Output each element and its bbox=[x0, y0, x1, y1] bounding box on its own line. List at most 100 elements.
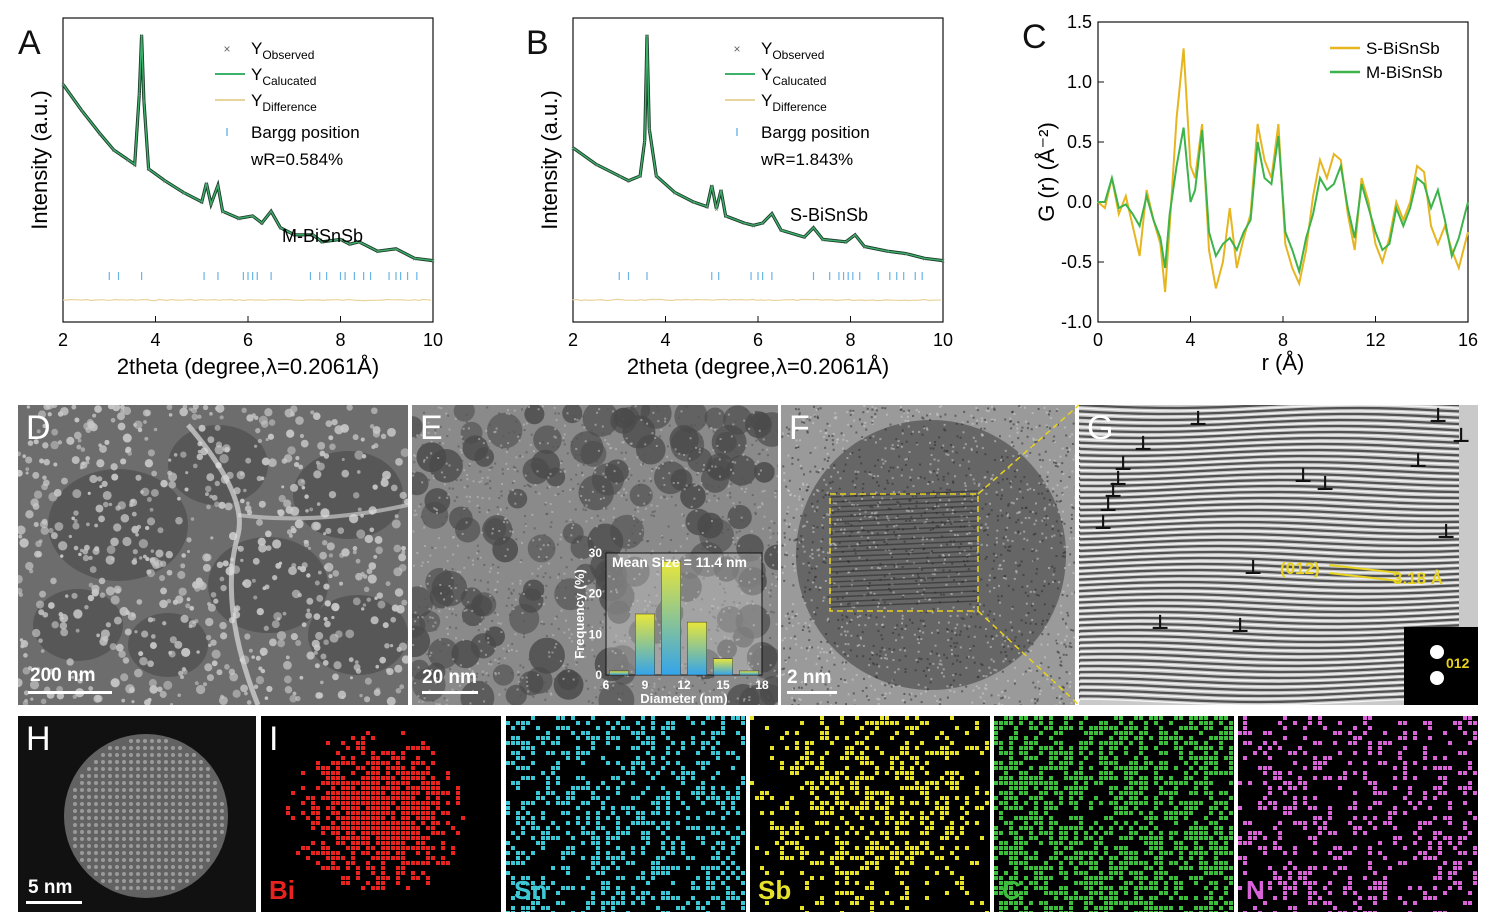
speckle bbox=[1038, 693, 1041, 696]
speckle bbox=[679, 545, 682, 548]
nanoparticle bbox=[486, 412, 523, 449]
lattice-fringe bbox=[830, 505, 979, 513]
lattice-fringe bbox=[830, 590, 979, 598]
nanoparticle bbox=[219, 576, 225, 582]
speckle bbox=[1026, 435, 1029, 438]
observed-marker: × bbox=[412, 256, 416, 263]
speckle bbox=[920, 579, 923, 582]
speckle bbox=[809, 555, 812, 558]
speckle bbox=[929, 681, 932, 684]
speckle bbox=[594, 686, 597, 689]
eds-pixel bbox=[316, 851, 320, 855]
speckle bbox=[636, 456, 639, 459]
nanoparticle bbox=[340, 423, 350, 433]
nanoparticle bbox=[42, 423, 47, 429]
speckle bbox=[574, 415, 577, 418]
atom-column bbox=[192, 788, 196, 792]
speckle bbox=[1071, 470, 1074, 473]
speckle bbox=[468, 500, 471, 503]
speckle bbox=[420, 515, 423, 518]
speckle bbox=[567, 670, 570, 673]
speckle bbox=[710, 638, 713, 641]
atom-column bbox=[199, 865, 203, 869]
atom-column bbox=[101, 753, 105, 757]
speckle bbox=[583, 655, 586, 658]
speckle bbox=[1072, 537, 1075, 540]
speckle bbox=[562, 436, 565, 439]
speckle bbox=[782, 647, 785, 650]
speckle bbox=[735, 451, 738, 454]
speckle bbox=[592, 595, 595, 598]
speckle bbox=[1000, 459, 1003, 462]
speckle bbox=[443, 476, 446, 479]
speckle bbox=[1008, 549, 1011, 552]
nanoparticle bbox=[92, 413, 97, 418]
speckle bbox=[570, 640, 573, 643]
speckle bbox=[854, 470, 857, 473]
speckle bbox=[906, 415, 909, 418]
atom-column bbox=[171, 879, 175, 883]
speckle bbox=[659, 631, 662, 634]
speckle bbox=[1035, 439, 1038, 442]
speckle bbox=[434, 621, 437, 624]
scale-bar-h bbox=[26, 901, 82, 904]
nanoparticle bbox=[196, 650, 200, 654]
speckle bbox=[897, 444, 900, 447]
speckle bbox=[911, 430, 914, 433]
speckle bbox=[632, 517, 635, 520]
speckle bbox=[710, 468, 713, 471]
speckle bbox=[523, 635, 526, 638]
speckle bbox=[623, 640, 626, 643]
speckle bbox=[979, 527, 982, 530]
eds-pixel bbox=[311, 821, 315, 825]
speckle bbox=[984, 523, 987, 526]
nanoparticle bbox=[332, 570, 340, 577]
speckle bbox=[615, 482, 618, 485]
speckle bbox=[671, 441, 674, 444]
speckle bbox=[712, 605, 715, 608]
nanoparticle bbox=[385, 475, 390, 480]
speckle bbox=[813, 405, 816, 408]
speckle bbox=[861, 437, 864, 440]
speckle bbox=[430, 452, 433, 455]
speckle bbox=[1037, 492, 1040, 495]
speckle bbox=[1026, 488, 1029, 491]
speckle bbox=[833, 642, 836, 645]
speckle bbox=[514, 492, 517, 495]
speckle bbox=[959, 673, 962, 676]
speckle bbox=[990, 658, 993, 661]
dislocation-icon: ⊥ bbox=[1189, 406, 1207, 430]
lattice-fringe bbox=[1079, 682, 1460, 692]
nanoparticle bbox=[401, 599, 408, 606]
atom-column bbox=[94, 872, 98, 876]
speckle bbox=[616, 661, 619, 664]
speckle bbox=[442, 643, 445, 646]
speckle bbox=[776, 475, 778, 478]
nanoparticle bbox=[305, 612, 313, 619]
speckle bbox=[508, 613, 511, 616]
speckle bbox=[829, 686, 832, 689]
speckle bbox=[622, 652, 625, 655]
atom-column bbox=[108, 823, 112, 827]
speckle bbox=[1012, 423, 1015, 426]
nanoparticle bbox=[304, 494, 309, 499]
speckle bbox=[920, 610, 923, 613]
speckle bbox=[845, 681, 848, 684]
nanoparticle bbox=[328, 490, 337, 499]
speckle bbox=[800, 681, 803, 684]
nanoparticle bbox=[28, 666, 33, 671]
speckle bbox=[816, 417, 819, 420]
nanoparticle bbox=[278, 561, 283, 565]
speckle bbox=[775, 670, 778, 673]
speckle bbox=[435, 703, 438, 705]
speckle bbox=[845, 615, 848, 618]
speckle bbox=[1026, 427, 1029, 430]
speckle bbox=[993, 576, 996, 579]
nanoparticle bbox=[116, 412, 125, 421]
speckle bbox=[562, 679, 565, 682]
speckle bbox=[1055, 520, 1058, 523]
speckle bbox=[1028, 516, 1031, 519]
speckle bbox=[842, 438, 845, 441]
speckle bbox=[710, 426, 713, 429]
nanoparticle bbox=[83, 544, 90, 551]
